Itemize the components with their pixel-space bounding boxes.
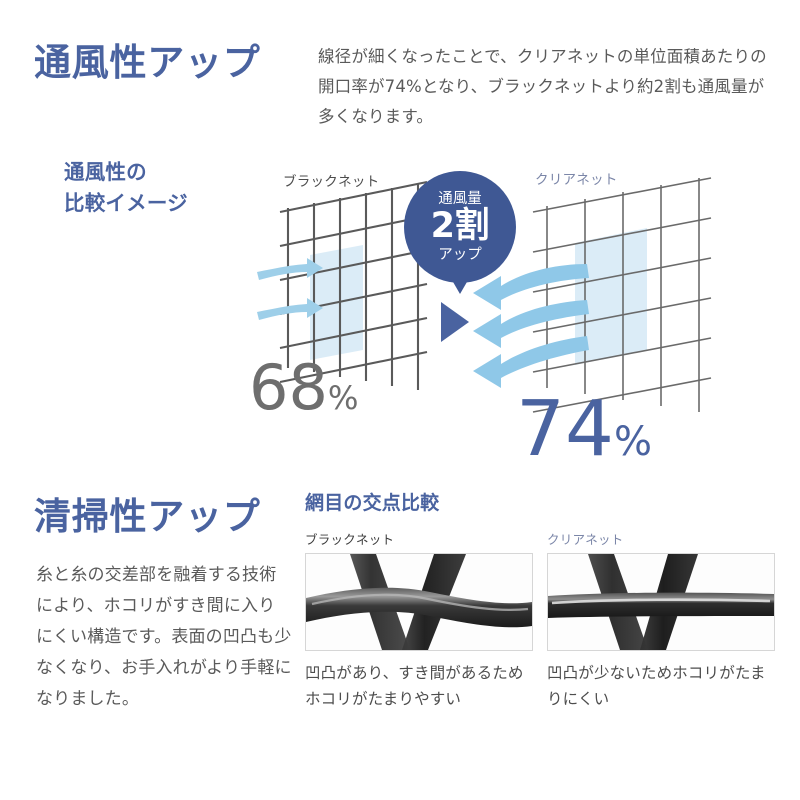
page-title: 通風性アップ [34, 41, 261, 84]
photo-label-black-net: ブラックネット [305, 532, 395, 547]
airflow-badge: 通風量 2割 アップ [404, 171, 516, 294]
photo-column-clear-net: クリアネット [547, 529, 775, 712]
black-net-percentage-symbol: % [327, 379, 359, 417]
clear-net-percentage-value: 74 [516, 385, 614, 474]
diagram-label-black-net: ブラックネット [283, 174, 380, 190]
comparison-image-label: 通風性の 比較イメージ [64, 160, 188, 215]
cleaning-title: 清掃性アップ [34, 495, 261, 538]
photo-caption-black-net: 凹凸があり、すき間があるためホコリがたまりやすい [305, 664, 524, 708]
photo-column-black-net: ブラックネット [305, 529, 533, 712]
photo-caption-clear-net: 凹凸が少ないためホコリがたまりにくい [547, 664, 766, 708]
airflow-diagram [255, 160, 775, 460]
diagram-label-clear-net: クリアネット [535, 172, 618, 188]
photo-label-clear-net: クリアネット [547, 532, 624, 547]
black-net-percentage: 68% [249, 357, 359, 419]
black-net-percentage-value: 68 [249, 351, 328, 424]
badge-tail [449, 275, 471, 294]
airflow-arrows-clear-net [473, 264, 589, 388]
photo-columns: ブラックネット [305, 529, 775, 712]
mesh-comparison-block: 網目の交点比較 ブラックネット [305, 488, 775, 712]
black-net-photo-svg [306, 554, 532, 650]
airflow-arrows-black-net [257, 258, 323, 320]
cleaning-description: 糸と糸の交差部を融着する技術により、ホコリがすき間に入りにくい構造です。表面の凹… [36, 565, 292, 709]
clear-net-percentage-symbol: % [613, 419, 653, 465]
ventilation-section: 通風性アップ 線径が細くなったことで、クリアネットの単位面積あたりの開口率が74… [34, 41, 775, 468]
clear-net-air-panel [575, 228, 647, 365]
badge-top-label: 通風量 [438, 190, 482, 207]
direction-triangle-icon [441, 302, 469, 342]
badge-text-group: 通風量 2割 アップ [404, 171, 516, 283]
badge-value: 2割 [430, 206, 490, 246]
badge-bottom-label: アップ [438, 247, 482, 263]
photo-clear-net [547, 553, 775, 651]
airflow-diagram-svg [257, 177, 712, 413]
ventilation-description: 線径が細くなったことで、クリアネットの単位面積あたりの開口率が74%となり、ブラ… [318, 47, 767, 126]
badge-bubble [404, 171, 516, 283]
clear-net-photo-svg [548, 554, 774, 650]
photo-black-net [305, 553, 533, 651]
cleaning-section: 清掃性アップ 糸と糸の交差部を融着する技術により、ホコリがすき間に入りにくい構造… [0, 470, 800, 800]
mesh-comparison-title: 網目の交点比較 [305, 492, 440, 514]
clear-net-percentage: 74% [516, 391, 652, 468]
